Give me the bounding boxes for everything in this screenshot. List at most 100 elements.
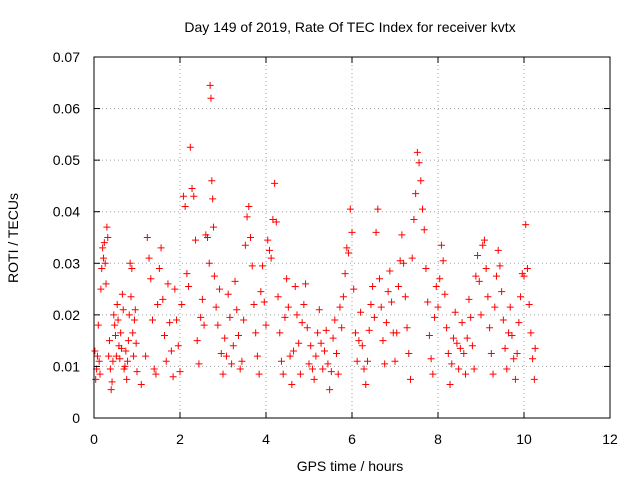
data-point [314,329,322,337]
x-axis-title: GPS time / hours [297,458,404,474]
data-point [523,264,531,272]
data-point [487,350,495,358]
data-point [234,331,242,339]
data-point [446,380,454,388]
data-point [343,244,351,252]
data-point [124,337,132,345]
data-point [93,352,101,360]
data-point [480,236,488,244]
y-tick-label: 0.03 [53,255,80,271]
data-point [467,313,475,321]
data-point [185,282,193,290]
data-point [108,378,116,386]
data-point [531,344,539,352]
data-point [527,329,535,337]
data-point [190,192,198,200]
data-point [386,267,394,275]
data-point [357,308,365,316]
data-point [214,321,222,329]
data-point [460,350,468,358]
data-point [133,368,141,376]
data-point [479,241,487,249]
data-point [472,272,480,280]
data-point [376,275,384,283]
data-point [260,298,268,306]
data-point [166,319,174,327]
data-point [436,275,444,283]
data-point [429,370,437,378]
data-point [324,360,332,368]
data-point [400,259,408,267]
data-point [145,254,153,262]
data-point [231,277,239,285]
data-point [453,339,461,347]
data-point [125,311,133,319]
data-point [267,254,275,262]
data-point [341,270,349,278]
data-point [98,264,106,272]
data-point [329,334,337,342]
data-point [111,321,119,329]
data-point [224,290,232,298]
data-point [339,293,347,301]
x-tick-label: 4 [262,431,270,447]
data-point [181,203,189,211]
data-point [336,303,344,311]
data-point [216,285,224,293]
data-point [307,342,315,350]
data-point [221,334,229,342]
data-point [458,319,466,327]
data-point [348,228,356,236]
data-point [262,321,270,329]
data-point [515,319,523,327]
data-point [393,329,401,337]
y-tick-label: 0.06 [53,101,80,117]
data-point [381,360,389,368]
data-point [482,264,490,272]
data-point [128,264,136,272]
data-point [491,303,499,311]
data-point [222,352,230,360]
data-point [124,357,132,365]
data-point [333,350,341,358]
data-point [191,236,199,244]
data-point [101,259,109,267]
data-point [419,205,427,213]
data-point [147,275,155,283]
data-point [118,290,126,298]
data-point [369,282,377,290]
data-point [508,331,516,339]
data-point [159,295,167,303]
data-point [290,347,298,355]
data-point [97,285,105,293]
data-point [334,370,342,378]
data-point [363,357,371,365]
data-point [403,324,411,332]
data-point [253,352,261,360]
data-point [186,143,194,151]
data-point [484,293,492,301]
data-point [245,203,253,211]
data-point [286,352,294,360]
data-point [410,215,418,223]
data-point [197,313,205,321]
data-point [102,280,110,288]
x-tick-label: 0 [90,431,98,447]
data-point [265,246,273,254]
data-point [499,316,507,324]
y-tick-label: 0 [72,410,80,426]
data-point [489,370,497,378]
data-point [315,306,323,314]
data-point [137,380,145,388]
data-point [283,275,291,283]
data-point [443,324,451,332]
data-point [391,357,399,365]
data-point [317,339,325,347]
data-point [520,272,528,280]
data-point [161,331,169,339]
data-point [233,306,241,314]
data-point [99,254,107,262]
data-point [420,226,428,234]
data-point [401,293,409,301]
